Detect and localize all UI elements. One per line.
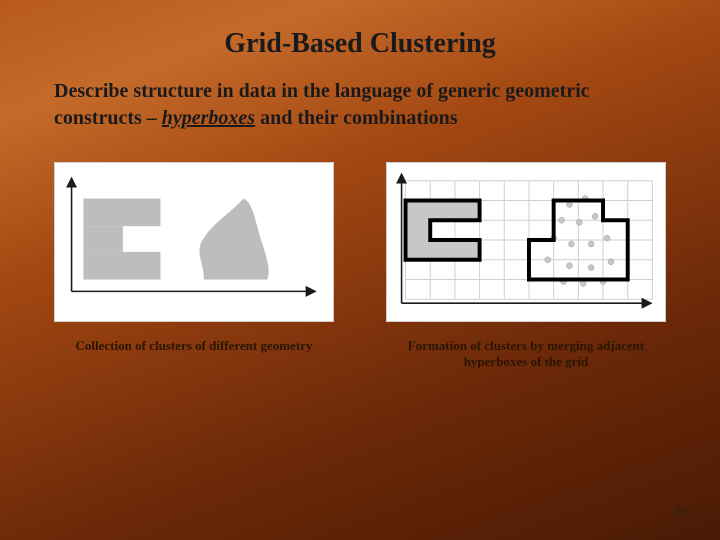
figure-left [54, 162, 334, 322]
caption-right: Formation of clusters by merging adjacen… [386, 338, 666, 371]
figure-left-wrap: Collection of clusters of different geom… [54, 162, 334, 354]
slide-title: Grid-Based Clustering [48, 28, 672, 60]
description: Describe structure in data in the langua… [48, 78, 672, 132]
figure-right [386, 162, 666, 322]
figure-row: Collection of clusters of different geom… [48, 162, 672, 371]
desc-post: and their combinations [255, 107, 457, 129]
slide: Grid-Based Clustering Describe structure… [0, 0, 720, 540]
page-number: 24 [674, 504, 690, 522]
figure-right-wrap: Formation of clusters by merging adjacen… [386, 162, 666, 371]
caption-left: Collection of clusters of different geom… [76, 338, 313, 354]
desc-emph: hyperboxes [162, 107, 255, 129]
